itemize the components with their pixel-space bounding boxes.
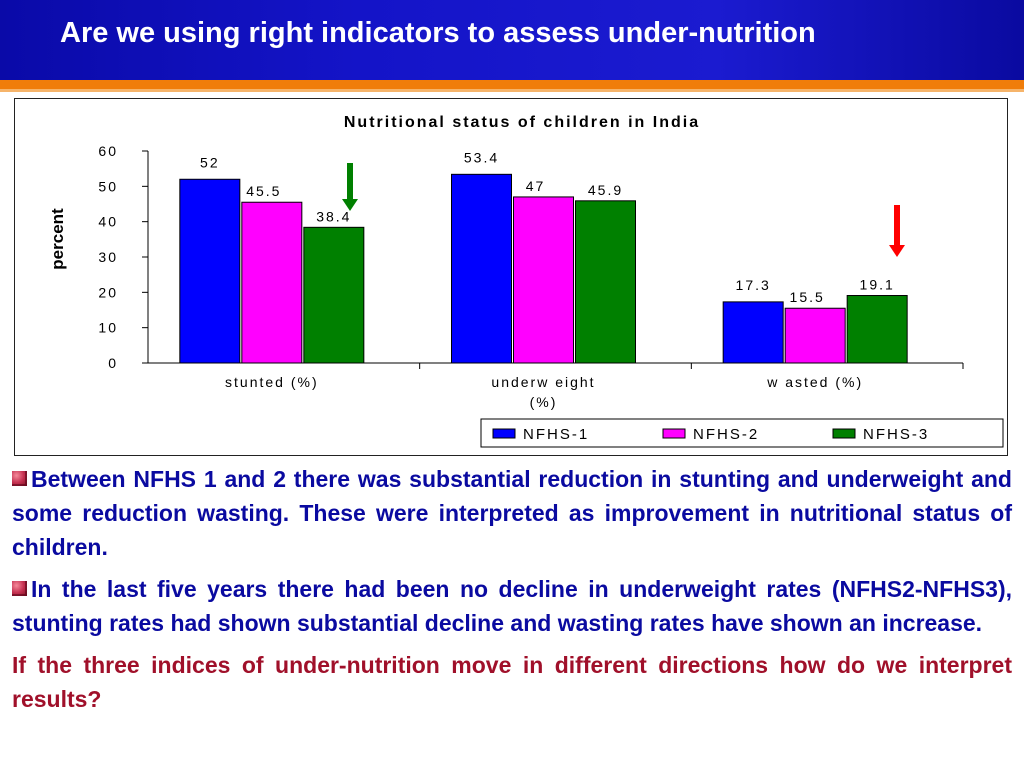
chart-title: Nutritional status of children in India xyxy=(344,114,700,131)
title-bar: Are we using right indicators to assess … xyxy=(0,0,1024,80)
data-label: 19.1 xyxy=(860,277,895,293)
data-label: 47 xyxy=(526,178,546,194)
y-tick-label: 50 xyxy=(98,178,118,194)
bar-nfhs-2-1 xyxy=(513,196,574,364)
y-axis-label: percent xyxy=(48,208,67,270)
title-divider xyxy=(0,80,1024,89)
closing-question: If the three indices of under-nutrition … xyxy=(12,652,1012,712)
bar-nfhs-3-0 xyxy=(303,226,365,364)
y-tick-label: 10 xyxy=(98,320,118,336)
bar-nfhs-1-1 xyxy=(451,173,512,364)
bar-nfhs-2-2 xyxy=(784,307,846,364)
red-down-arrow-head xyxy=(889,245,905,257)
bullet-paragraph-1: Between NFHS 1 and 2 there was substanti… xyxy=(12,462,1012,564)
data-label: 38.4 xyxy=(316,208,351,224)
slide-title: Are we using right indicators to assess … xyxy=(60,17,816,49)
bar-chart: Nutritional status of children in India p… xyxy=(48,114,1004,448)
x-category-label: underw eight xyxy=(491,374,595,390)
legend-label: NFHS-3 xyxy=(863,426,929,443)
y-tick-label: 20 xyxy=(98,284,118,300)
bar-nfhs-3-2 xyxy=(846,295,908,364)
bar-nfhs-1-0 xyxy=(179,178,241,364)
legend-label: NFHS-2 xyxy=(693,426,759,443)
bullet-text-1: Between NFHS 1 and 2 there was substanti… xyxy=(12,466,1012,560)
bar-nfhs-2-0 xyxy=(241,201,303,364)
flower-bullet-icon xyxy=(12,581,27,596)
slide-body: Between NFHS 1 and 2 there was substanti… xyxy=(12,462,1012,724)
title-divider-highlight xyxy=(0,89,1024,92)
x-category-label: w asted (%) xyxy=(766,374,863,390)
bar-nfhs-1-2 xyxy=(722,301,784,364)
data-label: 52 xyxy=(200,154,220,170)
green-down-arrow-head xyxy=(342,199,358,211)
legend-swatch-nfhs-3 xyxy=(832,428,856,439)
x-category-label: (%) xyxy=(530,394,558,410)
legend-box xyxy=(480,418,1004,448)
flower-bullet-icon xyxy=(12,471,27,486)
y-tick-label: 30 xyxy=(98,249,118,265)
data-label: 17.3 xyxy=(736,277,771,293)
data-label: 15.5 xyxy=(790,289,825,305)
data-label: 45.5 xyxy=(246,183,281,199)
bar-nfhs-3-1 xyxy=(575,200,636,364)
chart-frame: Nutritional status of children in India p… xyxy=(14,98,1008,456)
data-label: 45.9 xyxy=(588,182,623,198)
y-tick-label: 60 xyxy=(98,143,118,159)
legend-label: NFHS-1 xyxy=(523,426,589,443)
x-category-label: stunted (%) xyxy=(225,374,319,390)
y-tick-label: 40 xyxy=(98,214,118,230)
data-label: 53.4 xyxy=(464,149,499,165)
bullet-text-2: In the last five years there had been no… xyxy=(12,576,1012,636)
bullet-paragraph-2: In the last five years there had been no… xyxy=(12,572,1012,640)
legend-swatch-nfhs-2 xyxy=(662,428,686,439)
legend-swatch-nfhs-1 xyxy=(492,428,516,439)
y-tick-label: 0 xyxy=(108,355,118,371)
